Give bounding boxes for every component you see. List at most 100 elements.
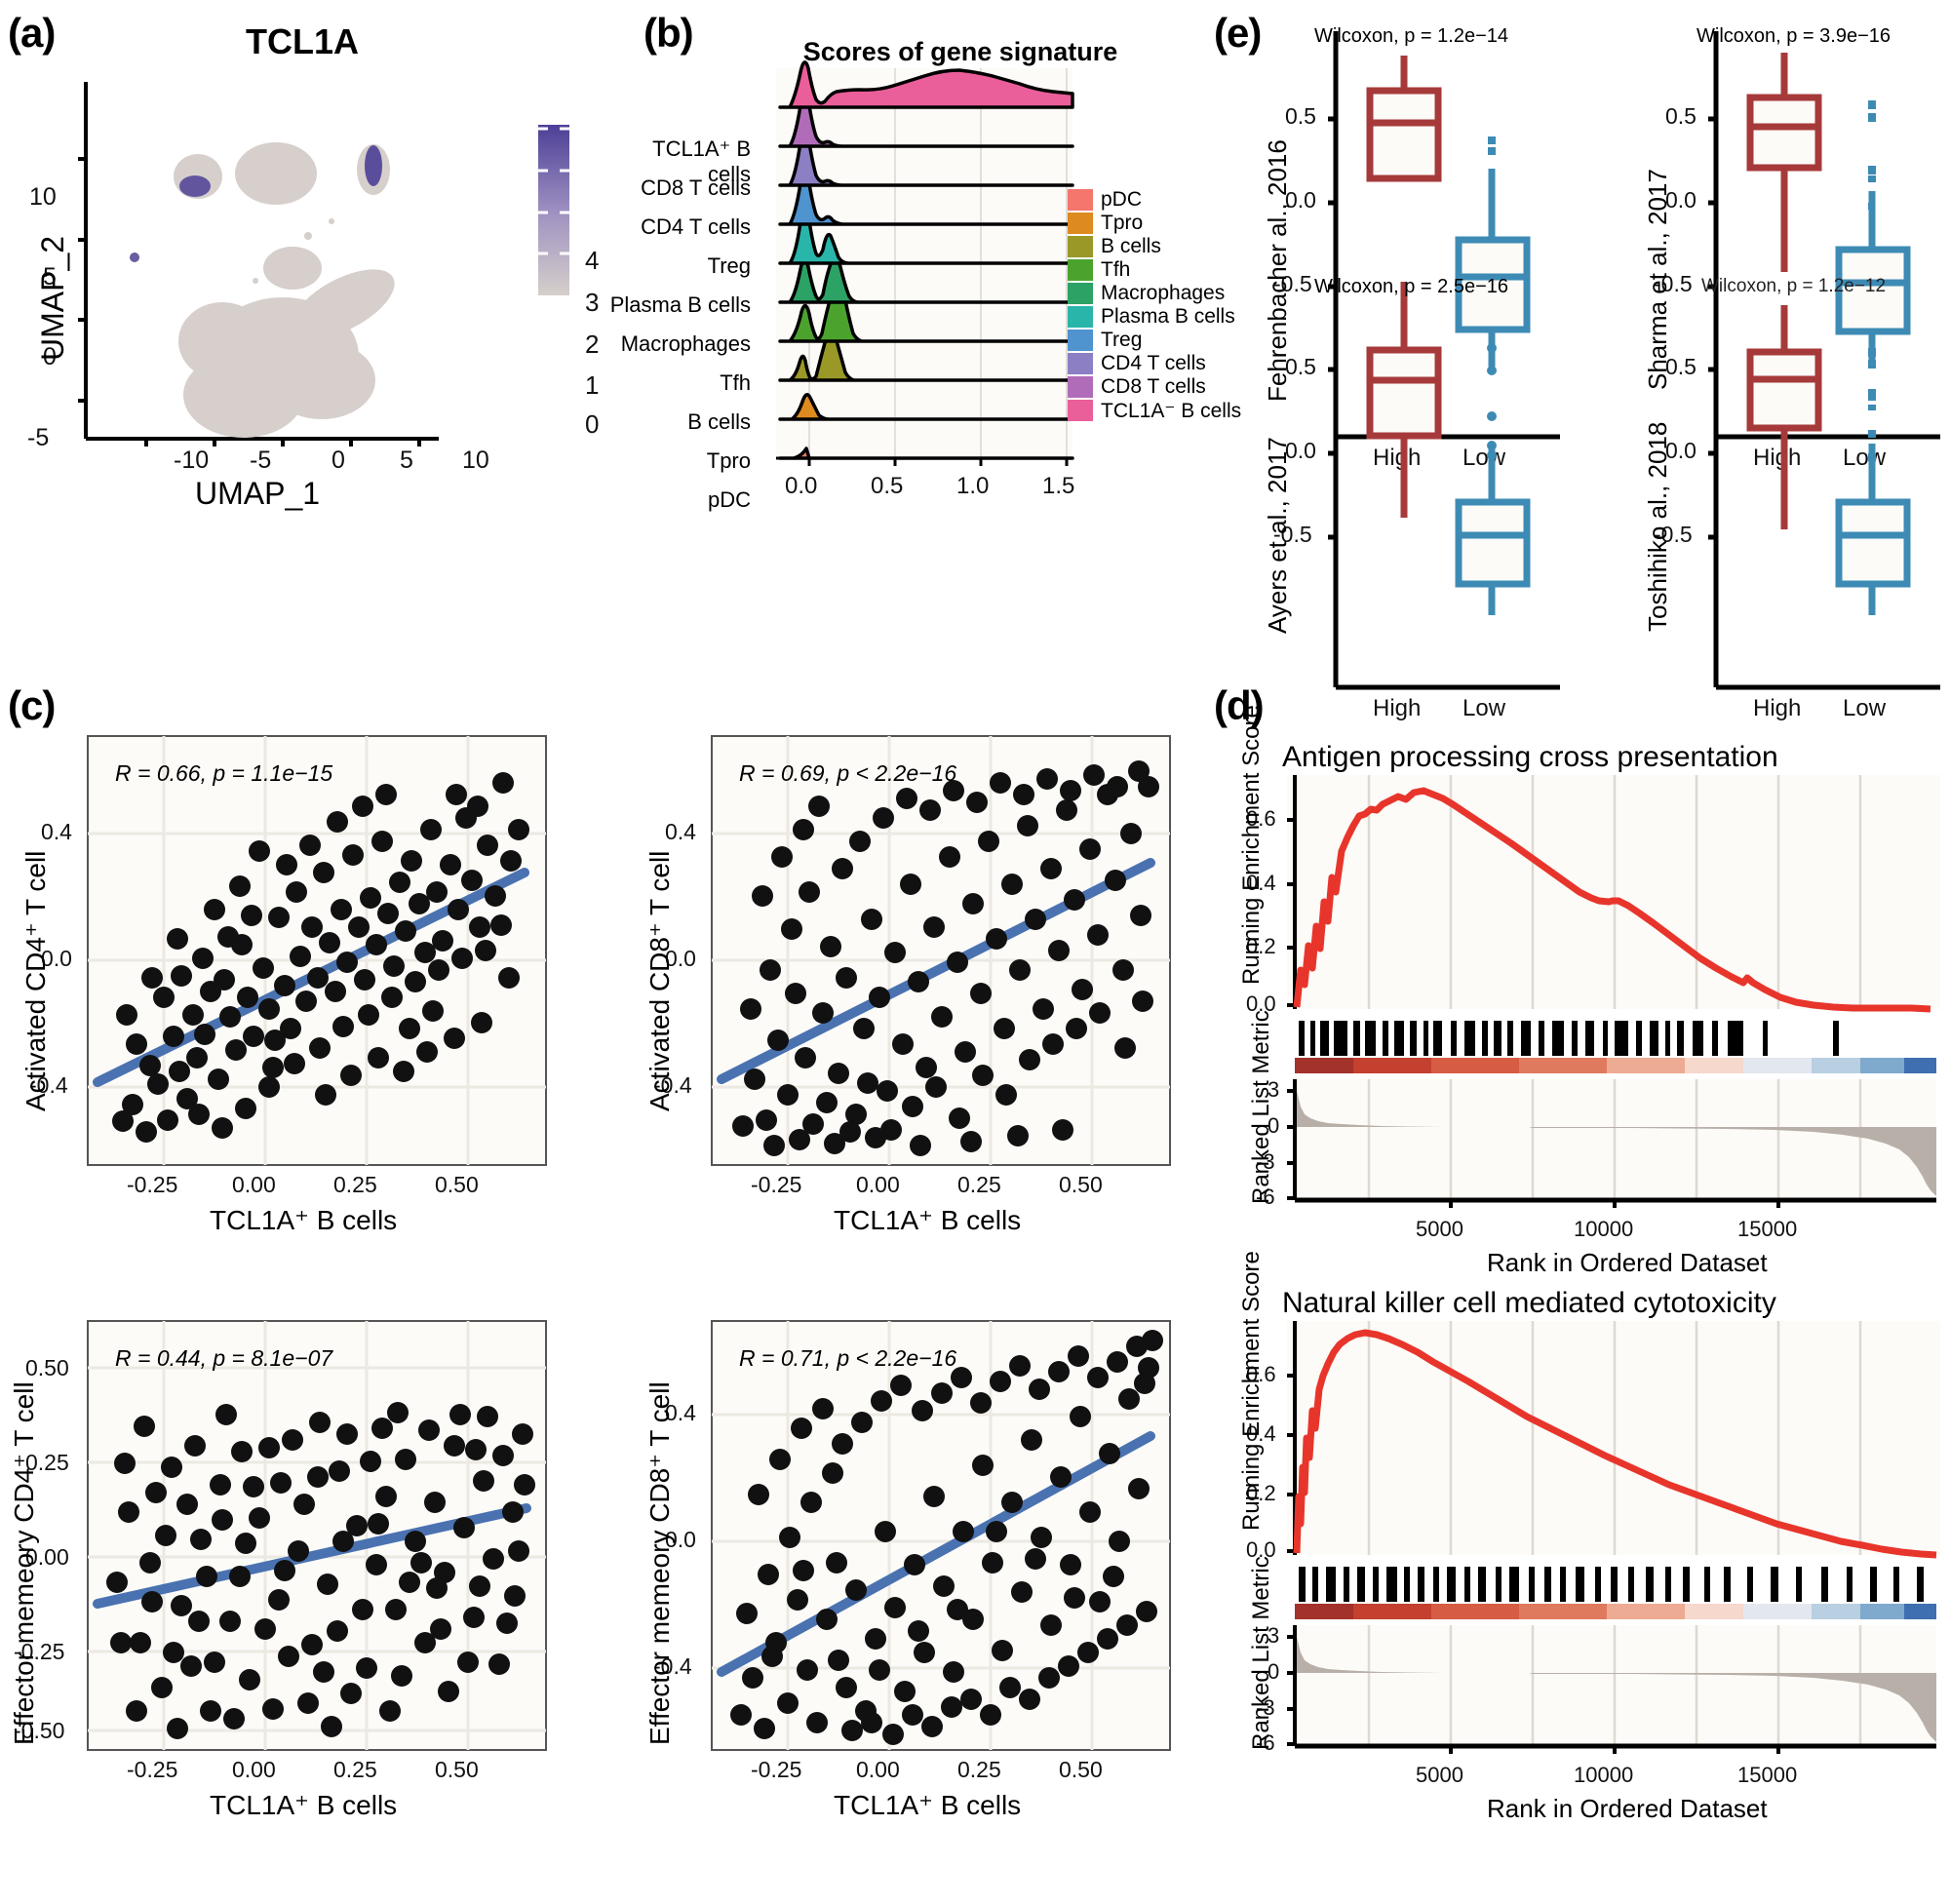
legend-item-3[interactable]: Tfh — [1068, 258, 1241, 282]
panel-b-row-label-2: CD4 T cells — [641, 214, 751, 239]
panel-c-stat-2: R = 0.44, p = 8.1e−07 — [115, 1345, 333, 1371]
panel-d-gsea-1 — [1287, 1321, 1940, 1754]
panel-a-cb-tick-2: 2 — [585, 330, 600, 359]
panel-e-xtick-2-low: Low — [1462, 695, 1506, 721]
panel-e-letter: (e) — [1214, 10, 1262, 56]
panel-b-xtick-2: 1.0 — [956, 473, 990, 499]
legend-label-6: Treg — [1101, 329, 1143, 351]
legend-item-7[interactable]: CD4 T cells — [1068, 352, 1241, 375]
panel-e-xtick-2-high: High — [1373, 695, 1422, 721]
panel-c-xtick-2-3: 0.50 — [435, 1757, 479, 1782]
panel-d-ytick-top-0-1: 0.4 — [1246, 871, 1276, 895]
panel-b-xtick-3: 1.5 — [1042, 473, 1075, 499]
panel-a-cb-tick-3: 3 — [585, 288, 600, 317]
panel-c-xtick-0-2: 0.25 — [333, 1172, 377, 1197]
panel-d-ylabel-top-0: Running Enrichment Score — [1238, 705, 1265, 985]
box-high-0 — [1366, 56, 1442, 305]
panel-e-boxplot-2 — [1268, 268, 1570, 736]
panel-d-ytick-top-1-2: 0.2 — [1246, 1481, 1276, 1505]
panel-e-ytick-0-0: 0.5 — [1285, 103, 1316, 129]
legend-item-9[interactable]: TCL1A⁻ B cells — [1068, 399, 1241, 422]
scatter-points-1 — [732, 760, 1159, 1156]
panel-c-xlabel-1: TCL1A⁺ B cells — [834, 1205, 1022, 1235]
panel-b-row-label-4: Plasma B cells — [609, 292, 751, 317]
legend-swatch-plasmab — [1068, 306, 1093, 328]
panel-a-xtick-neg5: -5 — [250, 447, 272, 474]
legend-item-8[interactable]: CD8 T cells — [1068, 375, 1241, 399]
panel-c-xtick-3-0: -0.25 — [751, 1757, 802, 1782]
scatter-svg-1 — [711, 735, 1171, 1166]
umap-high-expression-points — [130, 145, 382, 262]
panel-c-ytick-3-0: 0.4 — [665, 1400, 696, 1425]
panel-a-xlabel: UMAP_1 — [195, 476, 321, 511]
panel-b-row-label-9: pDC — [707, 487, 751, 512]
panel-c-xtick-0-0: -0.25 — [127, 1172, 178, 1197]
legend-label-1: Tpro — [1101, 212, 1144, 234]
legend-item-0[interactable]: pDC — [1068, 188, 1241, 212]
legend-label-3: Tfh — [1101, 258, 1131, 281]
gsea-svg-0 — [1287, 775, 1940, 1208]
legend-item-6[interactable]: Treg — [1068, 329, 1241, 352]
gsea-color-strip-0 — [1295, 1058, 1936, 1073]
panel-d-xlabel-1: Rank in Ordered Dataset — [1487, 1794, 1768, 1823]
umap-point-cloud — [130, 142, 395, 438]
panel-e-ytick-2-2: -0.5 — [1273, 522, 1312, 547]
panel-d-ytick-bot-1-1: 0 — [1268, 1659, 1280, 1684]
legend-label-4: Macrophages — [1101, 282, 1226, 304]
legend-item-1[interactable]: Tpro — [1068, 212, 1241, 235]
panel-c-stat-0: R = 0.66, p = 1.1e−15 — [115, 760, 333, 786]
panel-b-xtick-1: 0.5 — [871, 473, 904, 499]
legend-label-0: pDC — [1101, 188, 1143, 211]
panel-a-cb-tick-0: 0 — [585, 409, 600, 439]
panel-c-xlabel-2: TCL1A⁺ B cells — [210, 1790, 398, 1820]
gsea-xticks-0 — [1449, 1200, 1780, 1208]
panel-c-xtick-3-1: 0.00 — [856, 1757, 900, 1782]
legend-swatch-cd4 — [1068, 353, 1093, 374]
panel-d-ytick-top-0-0: 0.6 — [1246, 806, 1276, 831]
panel-c-scatter-3 — [711, 1320, 1171, 1751]
panel-d-ytick-bot-0-2: -3 — [1256, 1149, 1275, 1174]
panel-a-cb-tick-1: 1 — [585, 370, 600, 400]
panel-c-xtick-0-3: 0.50 — [435, 1172, 479, 1197]
panel-a-title: TCL1A — [246, 21, 359, 61]
panel-d-ytick-bot-1-0: 3 — [1268, 1623, 1280, 1648]
panel-e-ylabel-2: Ayers et al., 2017 — [1263, 437, 1292, 634]
gsea-grid-bottom-0 — [1367, 1079, 1862, 1200]
panel-a-xtick-10: 10 — [462, 447, 489, 474]
panel-c-ytick-2-0: 0.50 — [25, 1355, 69, 1380]
panel-c-ytick-2-3: -0.25 — [14, 1639, 65, 1664]
panel-c-scatter-2 — [87, 1320, 547, 1751]
panel-e-pvalue-0: Wilcoxon, p = 1.2e−14 — [1314, 25, 1509, 47]
umap-colorbar — [538, 125, 569, 295]
panel-b-xtick-0: 0.0 — [785, 473, 818, 499]
panel-d-xtick-1-2: 15000 — [1737, 1763, 1798, 1787]
panel-e-ytick-1-1: 0.0 — [1665, 187, 1696, 213]
panel-d-ytick-bot-1-2: -3 — [1256, 1695, 1275, 1720]
box-low-0 — [1455, 169, 1531, 367]
legend-label-8: CD8 T cells — [1101, 375, 1206, 398]
legend-item-4[interactable]: Macrophages — [1068, 282, 1241, 305]
panel-c-xtick-1-2: 0.25 — [957, 1172, 1001, 1197]
panel-c-xtick-2-1: 0.00 — [232, 1757, 276, 1782]
panel-c-xtick-3-2: 0.25 — [957, 1757, 1001, 1782]
panel-c-xtick-0-1: 0.00 — [232, 1172, 276, 1197]
panel-a-letter: (a) — [8, 10, 56, 56]
panel-e-ytick-2-1: 0.0 — [1285, 438, 1316, 463]
panel-c-xtick-2-2: 0.25 — [333, 1757, 377, 1782]
panel-e-pvalue-1: Wilcoxon, p = 3.9e−16 — [1696, 25, 1892, 47]
panel-c-ytick-0-1: 0.0 — [41, 946, 72, 971]
panel-c-scatter-0 — [87, 735, 547, 1166]
panel-b-row-label-6: Tfh — [720, 370, 751, 395]
panel-a-xtick-neg10: -10 — [174, 447, 210, 474]
panel-d-xlabel-0: Rank in Ordered Dataset — [1487, 1248, 1768, 1277]
panel-c-stat-3: R = 0.71, p < 2.2e−16 — [739, 1345, 957, 1371]
panel-c-ytick-1-1: 0.0 — [665, 946, 696, 971]
panel-b-ridgeline-plot — [751, 60, 1074, 478]
panel-e-boxplot-0 — [1268, 18, 1570, 486]
panel-a-xtick-0: 0 — [332, 447, 345, 474]
panel-e-boxplot-3 — [1648, 268, 1950, 736]
legend-item-2[interactable]: B cells — [1068, 235, 1241, 258]
panel-d-ylabel-bot-0: Ranked List Metric — [1248, 1010, 1274, 1204]
legend-item-5[interactable]: Plasma B cells — [1068, 305, 1241, 329]
panel-c-scatter-1 — [711, 735, 1171, 1166]
